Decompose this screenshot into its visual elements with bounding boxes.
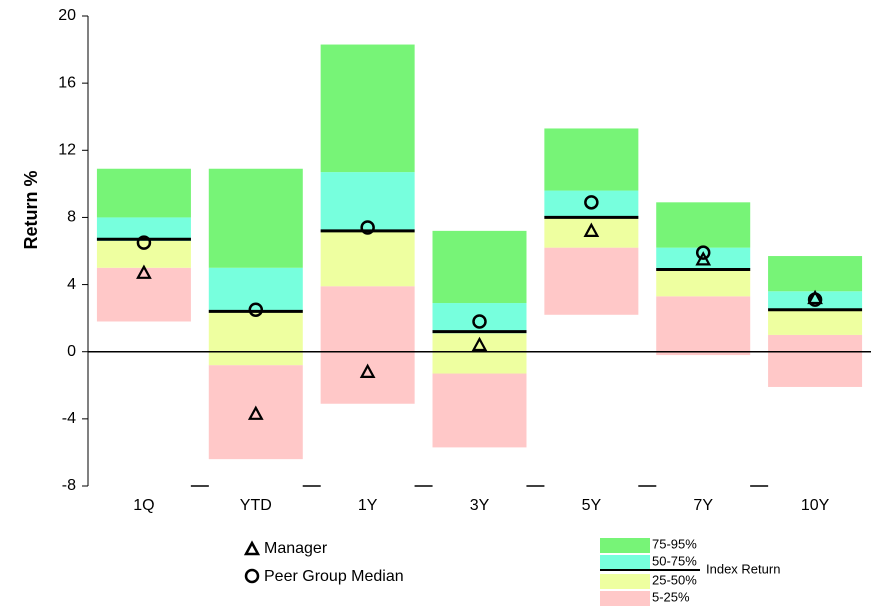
manager-marker bbox=[136, 264, 152, 279]
band bbox=[208, 311, 303, 366]
median-marker bbox=[584, 195, 599, 210]
manager-marker bbox=[247, 405, 264, 420]
legend-median-icon bbox=[244, 568, 260, 584]
y-tick-label: 12 bbox=[58, 142, 76, 159]
x-tick-label: 3Y bbox=[470, 497, 490, 514]
manager-marker bbox=[359, 363, 376, 378]
legend-swatch bbox=[600, 591, 650, 606]
band bbox=[320, 286, 415, 404]
band bbox=[544, 247, 639, 315]
band bbox=[768, 256, 863, 292]
y-tick-label: -8 bbox=[62, 477, 76, 494]
x-tick-label: 1Q bbox=[133, 497, 154, 514]
band bbox=[96, 267, 191, 322]
band bbox=[544, 217, 639, 248]
band bbox=[432, 230, 527, 304]
manager-marker bbox=[471, 336, 488, 352]
x-tick-label: 1Y bbox=[358, 497, 378, 514]
band bbox=[96, 168, 191, 218]
median-marker bbox=[360, 220, 375, 235]
band bbox=[208, 365, 303, 460]
band bbox=[432, 373, 527, 448]
band bbox=[768, 309, 863, 335]
band bbox=[656, 269, 751, 297]
y-tick-label: 0 bbox=[67, 343, 76, 360]
y-tick-label: 8 bbox=[67, 209, 76, 226]
legend-label: Index Return bbox=[706, 561, 780, 576]
legend-swatch bbox=[600, 555, 650, 570]
legend-label: 25-50% bbox=[652, 572, 697, 587]
legend-swatch bbox=[600, 574, 650, 589]
legend-manager-icon bbox=[243, 540, 261, 556]
legend-label: 50-75% bbox=[652, 553, 697, 568]
manager-marker bbox=[807, 289, 823, 305]
band bbox=[96, 217, 191, 241]
x-tick-label: YTD bbox=[240, 497, 272, 514]
y-tick-label: 20 bbox=[58, 7, 76, 24]
band bbox=[656, 202, 751, 248]
band bbox=[320, 230, 415, 287]
y-axis-label: Return % bbox=[21, 170, 41, 249]
y-tick-label: 16 bbox=[58, 74, 76, 91]
band bbox=[320, 44, 415, 173]
legend-label: Peer Group Median bbox=[264, 568, 404, 585]
band bbox=[544, 128, 639, 191]
legend-label: Manager bbox=[264, 540, 328, 557]
manager-marker bbox=[583, 222, 600, 237]
y-tick-label: 4 bbox=[67, 276, 76, 293]
band bbox=[96, 240, 191, 268]
legend-label: 5-25% bbox=[652, 589, 690, 604]
band bbox=[656, 296, 751, 356]
y-tick-label: -4 bbox=[62, 410, 76, 427]
manager-marker bbox=[695, 251, 712, 266]
median-marker bbox=[472, 314, 487, 329]
median-marker bbox=[136, 235, 152, 250]
median-marker bbox=[248, 302, 264, 317]
legend-label: 75-95% bbox=[652, 536, 697, 551]
median-marker bbox=[695, 245, 711, 260]
band bbox=[208, 168, 303, 268]
x-tick-label: 10Y bbox=[801, 497, 830, 514]
band bbox=[768, 334, 863, 387]
x-tick-label: 5Y bbox=[582, 497, 602, 514]
legend-swatch bbox=[600, 538, 650, 553]
band bbox=[544, 190, 639, 218]
x-tick-label: 7Y bbox=[693, 497, 713, 514]
band bbox=[768, 291, 863, 310]
